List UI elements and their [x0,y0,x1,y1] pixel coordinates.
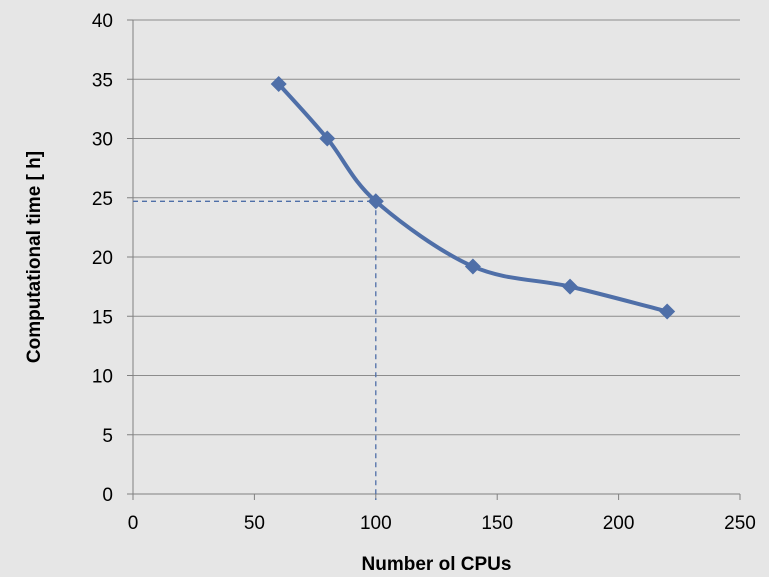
x-tick-label: 50 [244,513,265,534]
y-tick-label: 40 [92,11,113,32]
y-axis-title: Computational time [ h] [24,151,45,363]
data-point-marker [562,278,579,295]
y-tick-label: 0 [102,485,113,506]
x-axis-title: Number ol CPUs [362,554,512,575]
data-point-marker [659,303,676,320]
data-point-marker [319,130,336,147]
y-tick-label: 20 [92,248,113,269]
grid-lines [133,19,740,436]
y-tick-label: 5 [102,426,113,447]
x-tick-label: 250 [724,513,756,534]
x-axis-ticks: 0 50 100 150 200 250 [128,494,756,534]
data-point-marker [270,75,287,92]
data-point-marker [367,193,384,210]
series-group [270,75,676,320]
x-tick-label: 200 [603,513,635,534]
data-point-marker [464,258,481,275]
x-tick-label: 100 [360,513,392,534]
dashed-guide-lines [133,200,377,500]
y-tick-label: 25 [92,189,113,210]
x-tick-label: 150 [481,513,513,534]
y-tick-label: 30 [92,130,113,151]
y-axis-ticks: 0 5 10 15 20 25 30 35 40 [92,11,133,506]
x-tick-label: 0 [128,513,139,534]
y-tick-label: 10 [92,367,113,388]
y-tick-label: 35 [92,70,113,91]
y-tick-label: 15 [92,307,113,328]
